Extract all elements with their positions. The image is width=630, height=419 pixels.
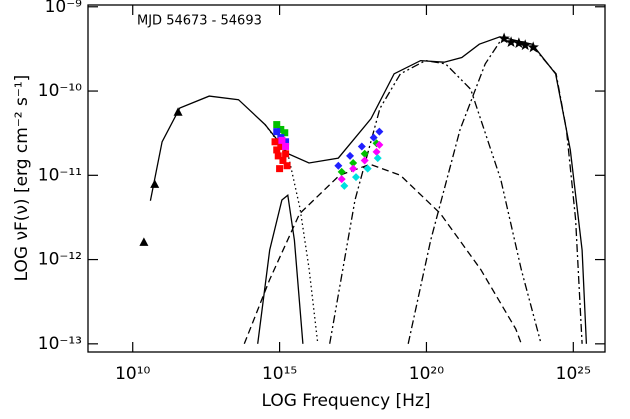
data-point: [373, 154, 382, 163]
data-point: [498, 32, 510, 44]
data-point: [173, 107, 183, 116]
data-point: [139, 237, 149, 246]
data-point: [282, 150, 290, 158]
data-point: [369, 133, 378, 142]
plot-frame: [87, 4, 606, 353]
y-tick-label: 10⁻¹¹: [38, 165, 82, 185]
data-point: [352, 173, 361, 182]
data-point: [150, 179, 160, 188]
plot-area: [139, 32, 588, 345]
y-tick-label: 10⁻¹³: [38, 334, 82, 354]
data-point: [273, 128, 281, 136]
data-point: [527, 41, 539, 53]
data-point: [375, 127, 384, 136]
data-point: [334, 161, 343, 170]
data-point: [283, 162, 291, 170]
data-point: [519, 39, 531, 51]
y-tick-label: 10⁻¹⁰: [38, 81, 82, 101]
x-tick-label: 10¹⁰: [115, 364, 150, 384]
data-point: [372, 147, 381, 156]
data-point: [271, 138, 279, 146]
x-tick-label: 10¹⁵: [262, 364, 297, 384]
data-point: [363, 164, 372, 173]
data-point: [282, 142, 290, 150]
model-curve: [149, 36, 588, 344]
y-axis-label: LOG νF(ν) [erg cm⁻² s⁻¹]: [12, 75, 32, 282]
model-curve: [329, 59, 542, 344]
data-point: [349, 164, 358, 173]
data-point: [337, 167, 346, 176]
data-point: [513, 37, 525, 48]
data-point: [360, 156, 369, 165]
data-point: [360, 149, 369, 158]
data-point: [340, 181, 349, 190]
model-curve: [257, 193, 304, 344]
data-point: [505, 36, 517, 47]
data-point: [276, 165, 284, 173]
data-point: [357, 142, 366, 151]
x-tick-label: 10²⁰: [409, 364, 444, 384]
data-point: [337, 175, 346, 184]
y-tick-label: 10⁻⁹: [45, 0, 83, 17]
data-point: [375, 140, 384, 149]
data-point: [278, 136, 286, 144]
x-tick-label: 10²⁵: [556, 364, 591, 384]
x-axis-label: LOG Frequency [Hz]: [261, 391, 430, 411]
model-curve: [407, 39, 583, 344]
model-curve: [243, 163, 522, 345]
y-tick-label: 10⁻¹²: [38, 250, 82, 270]
annotation: MJD 54673 - 54693: [137, 14, 262, 29]
data-point: [346, 151, 355, 160]
data-point: [349, 158, 358, 167]
